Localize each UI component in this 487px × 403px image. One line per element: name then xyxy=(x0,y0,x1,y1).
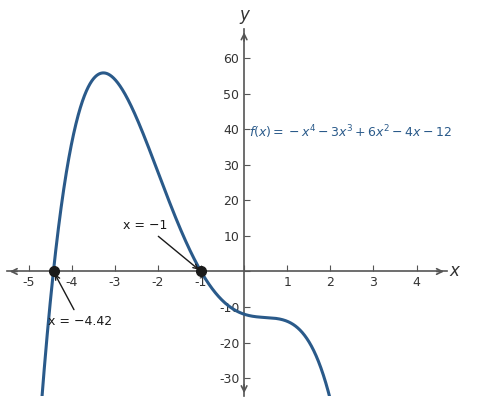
Text: x = −1: x = −1 xyxy=(123,219,198,269)
Text: y: y xyxy=(239,6,249,24)
Text: x: x xyxy=(449,262,459,280)
Text: x = −4.42: x = −4.42 xyxy=(48,275,112,328)
Text: $f(x) = -x^4-3x^3+6x^2-4x-12$: $f(x) = -x^4-3x^3+6x^2-4x-12$ xyxy=(249,123,452,141)
